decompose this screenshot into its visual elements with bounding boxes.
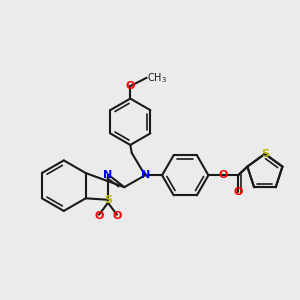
- Text: N: N: [140, 170, 150, 180]
- Text: O: O: [126, 81, 135, 91]
- Text: O: O: [233, 187, 243, 196]
- Text: N: N: [103, 169, 112, 179]
- Text: O: O: [112, 211, 122, 221]
- Text: S: S: [261, 149, 269, 159]
- Text: O: O: [219, 170, 228, 180]
- Text: S: S: [104, 195, 112, 205]
- Text: O: O: [94, 211, 104, 221]
- Text: CH$_3$: CH$_3$: [147, 71, 166, 85]
